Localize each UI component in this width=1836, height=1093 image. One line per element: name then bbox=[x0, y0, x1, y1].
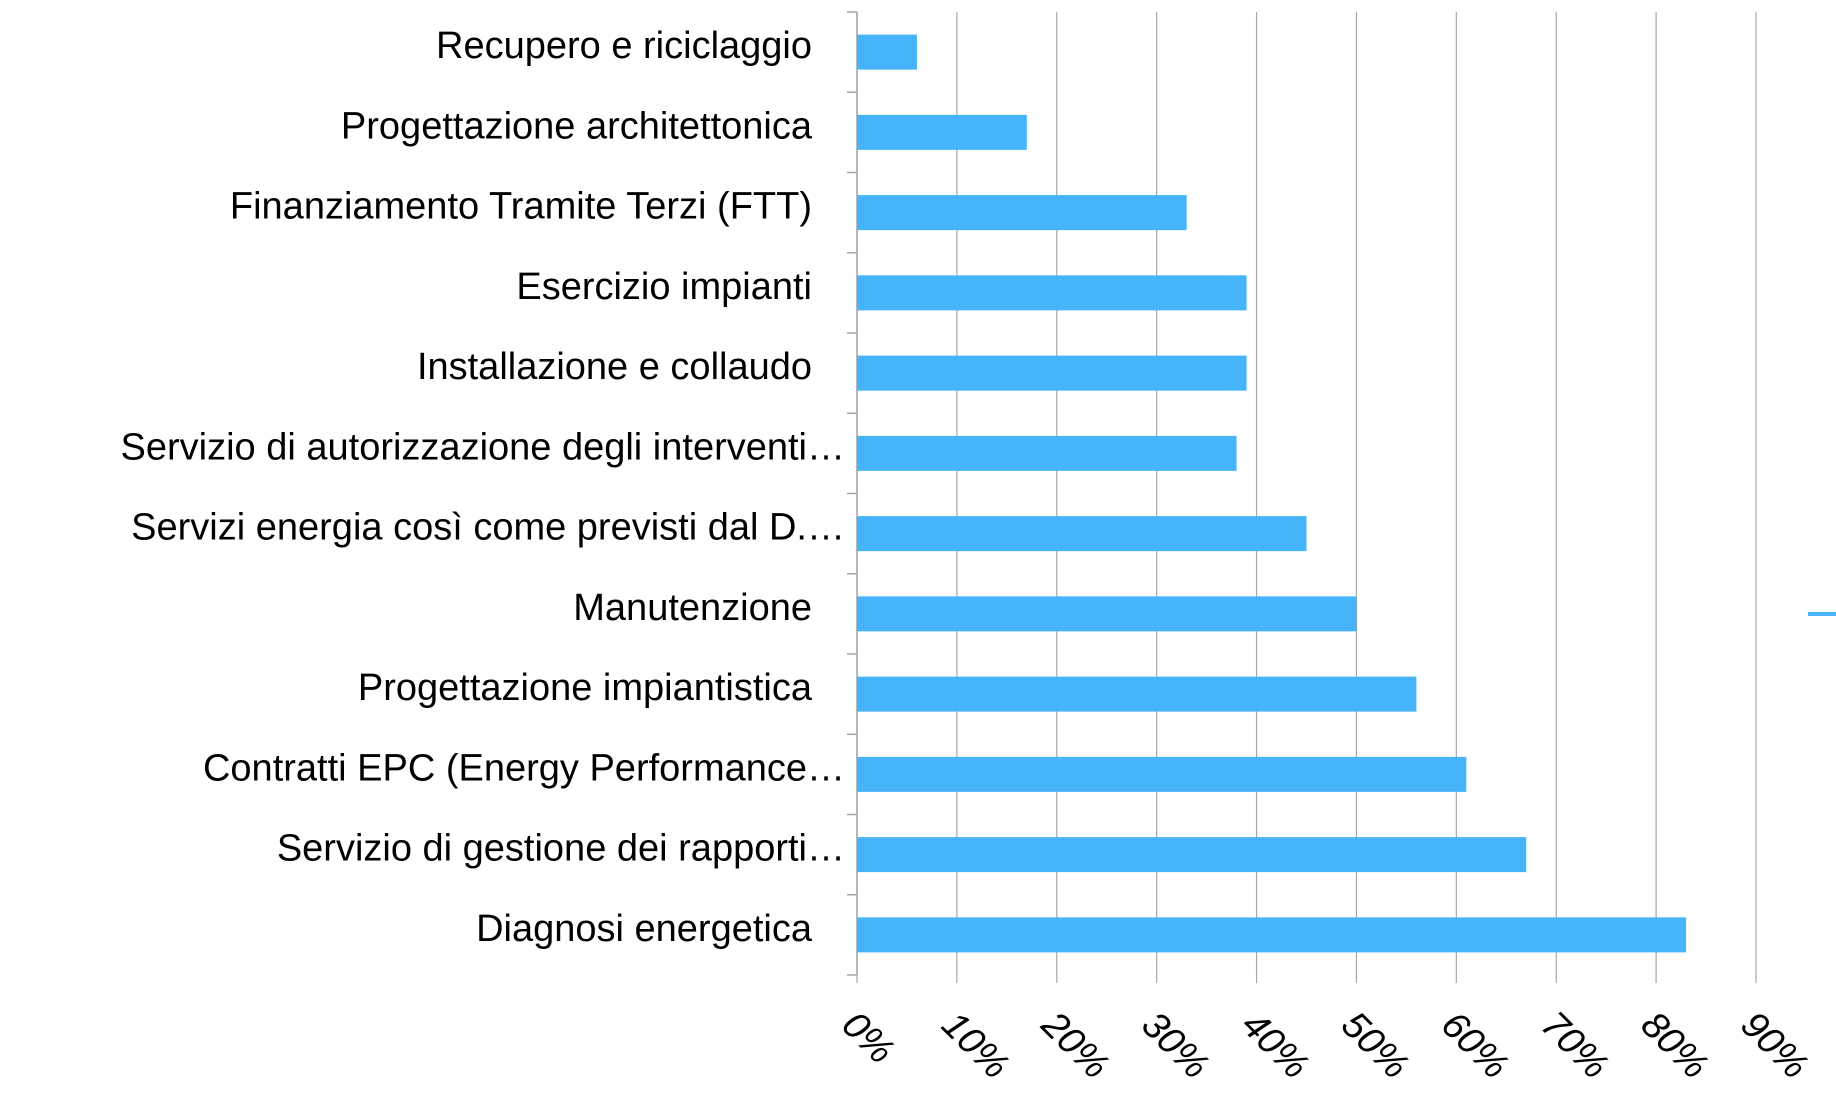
y-tick-label: Manutenzione bbox=[573, 587, 812, 629]
bar bbox=[857, 756, 1467, 792]
x-tick-label: 60% bbox=[1433, 1004, 1516, 1087]
x-tick-label: 70% bbox=[1533, 1004, 1616, 1087]
y-tick-label: Installazione e collaudo bbox=[417, 346, 812, 388]
bar bbox=[857, 596, 1357, 632]
bar bbox=[857, 435, 1237, 471]
bar bbox=[857, 355, 1247, 391]
bar bbox=[857, 676, 1417, 712]
y-tick-label: Progettazione impiantistica bbox=[358, 667, 813, 709]
x-tick-label: 90% bbox=[1733, 1004, 1816, 1087]
bar bbox=[857, 275, 1247, 311]
y-tick-label: Recupero e riciclaggio bbox=[436, 25, 812, 67]
bar bbox=[857, 114, 1027, 150]
y-tick-label: Diagnosi energetica bbox=[476, 908, 813, 950]
x-tick-label: 80% bbox=[1633, 1004, 1716, 1087]
y-tick-label: Servizio di gestione dei rapporti… bbox=[277, 828, 845, 870]
bar bbox=[857, 917, 1687, 953]
bar bbox=[857, 516, 1307, 552]
x-tick-label: 30% bbox=[1133, 1004, 1216, 1087]
y-tick-label: Servizi energia così come previsti dal D… bbox=[131, 507, 845, 549]
bar bbox=[857, 34, 917, 70]
x-tick-label: 50% bbox=[1333, 1004, 1416, 1087]
y-tick-label: Finanziamento Tramite Terzi (FTT) bbox=[230, 186, 812, 228]
y-tick-label: Servizio di autorizzazione degli interve… bbox=[121, 426, 845, 468]
x-tick-label: 10% bbox=[933, 1004, 1016, 1087]
x-tick-label: 20% bbox=[1033, 1003, 1117, 1087]
y-tick-label: Esercizio impianti bbox=[516, 266, 812, 308]
bar bbox=[857, 837, 1527, 873]
x-tick-label: 40% bbox=[1233, 1004, 1316, 1087]
bar bbox=[857, 195, 1187, 231]
y-tick-label: Contratti EPC (Energy Performance… bbox=[203, 747, 845, 789]
x-tick-label: 0% bbox=[834, 1004, 903, 1073]
y-tick-label: Progettazione architettonica bbox=[341, 105, 813, 147]
